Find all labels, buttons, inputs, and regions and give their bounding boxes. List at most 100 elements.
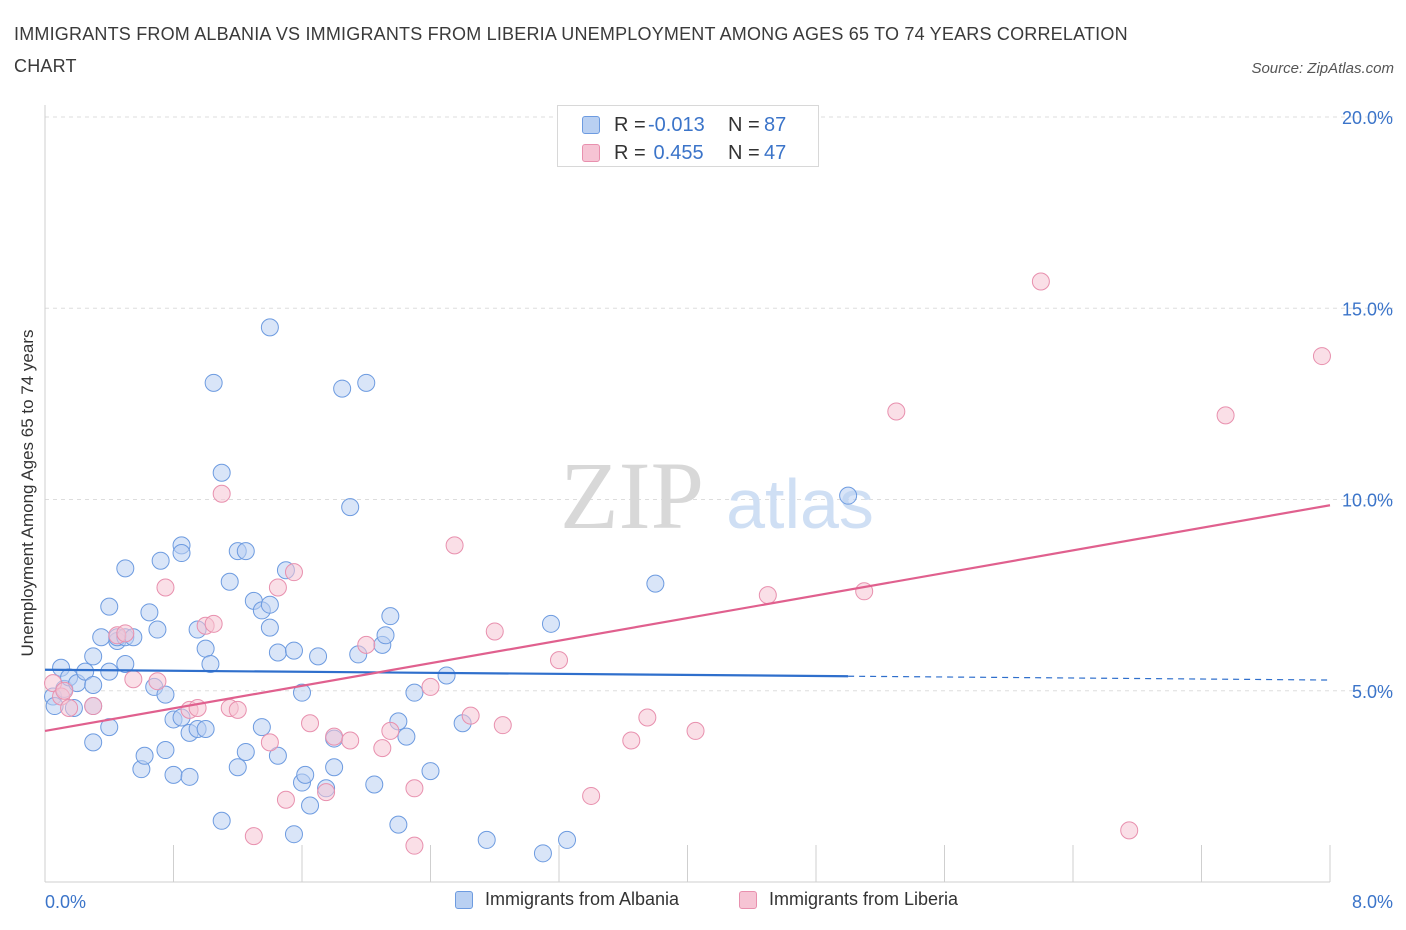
point-albania [268,746,287,765]
point-liberia [686,721,705,740]
point-liberia [260,733,279,752]
point-albania [180,767,199,786]
point-liberia [887,402,906,421]
y-tick-label: 20.0% [1342,108,1393,128]
point-albania [284,825,303,844]
point-albania [397,727,416,746]
point-liberia [485,622,504,641]
point-albania [341,498,360,517]
point-albania [196,639,215,658]
liberia-swatch [582,144,600,162]
point-liberia [622,731,641,750]
point-albania [151,551,170,570]
point-liberia [405,836,424,855]
legend-label-albania: Immigrants from Albania [485,889,680,909]
point-liberia [758,586,777,605]
point-liberia [550,651,568,670]
point-liberia [55,681,74,700]
point-albania [301,796,320,815]
point-liberia [204,614,223,633]
source-label: Source: ZipAtlas.com [1251,60,1394,77]
point-albania [140,603,159,622]
point-albania [212,463,231,482]
point-albania [296,765,315,784]
albania-swatch [455,890,473,909]
point-liberia [493,716,512,735]
point-liberia [60,698,79,717]
point-albania [236,742,255,761]
point-albania [405,683,424,702]
point-albania [148,620,167,639]
series-legend: Immigrants from Albania Immigrants from … [0,889,1406,915]
point-liberia [244,827,263,846]
y-tick-label: 10.0% [1342,491,1393,511]
r-label: R = [614,141,646,164]
point-albania [164,765,183,784]
point-albania [381,607,400,626]
point-liberia [341,731,360,750]
point-albania [284,641,303,660]
point-liberia [276,790,295,809]
x-tick-label: 8.0% [1352,892,1393,912]
point-albania [333,379,352,398]
point-albania [201,654,220,673]
point-liberia [357,635,376,654]
point-albania [268,643,287,662]
point-albania [357,373,376,392]
point-liberia [317,783,336,802]
correlation-legend: R = -0.013 N = 87 R = 0.455 N = 47 [557,105,819,167]
point-albania [100,597,119,616]
legend-label-liberia: Immigrants from Liberia [769,889,959,909]
r-value: -0.013 [648,113,705,136]
legend-item-liberia: Immigrants from Liberia [739,889,958,910]
trend-line-albania [44,668,849,678]
point-albania [84,676,103,695]
point-albania [260,318,279,337]
point-albania [437,666,456,685]
point-liberia [1312,347,1331,366]
y-tick-label: 15.0% [1342,299,1393,319]
y-axis-label: Unemployment Among Ages 65 to 74 years [18,330,37,657]
point-albania [541,614,560,633]
point-albania [293,683,311,702]
point-albania [76,662,95,681]
point-albania [646,574,665,593]
point-albania [252,718,271,737]
point-liberia [1031,272,1050,291]
point-liberia [268,578,287,597]
point-liberia [638,708,657,727]
albania-swatch [582,116,600,134]
point-liberia [445,536,464,555]
point-albania [92,628,111,647]
n-value: 47 [764,141,787,164]
point-liberia [301,714,320,733]
point-albania [156,741,175,760]
trend-line-liberia [44,504,1331,732]
point-albania [389,815,408,834]
point-albania [477,830,496,849]
series-liberia-points [44,272,1331,855]
point-liberia [461,706,480,725]
point-albania [212,811,231,830]
r-label: R = [614,113,646,136]
point-albania [116,559,135,578]
point-liberia [1216,406,1235,425]
n-label: N = [728,113,760,136]
point-albania [84,647,103,666]
point-liberia [84,697,103,716]
chart-title: IMMIGRANTS FROM ALBANIA VS IMMIGRANTS FR… [14,24,1128,76]
point-liberia [325,727,344,746]
point-albania [376,626,395,645]
point-albania [196,720,215,738]
liberia-swatch [739,890,757,909]
legend-item-albania: Immigrants from Albania [455,889,679,910]
point-albania [309,647,328,666]
point-albania [135,746,154,765]
point-liberia [212,484,231,503]
point-albania [558,830,577,849]
point-liberia [381,721,400,740]
trend-line-albania-extension [848,675,1331,681]
point-albania [260,595,279,614]
point-albania [156,685,175,704]
